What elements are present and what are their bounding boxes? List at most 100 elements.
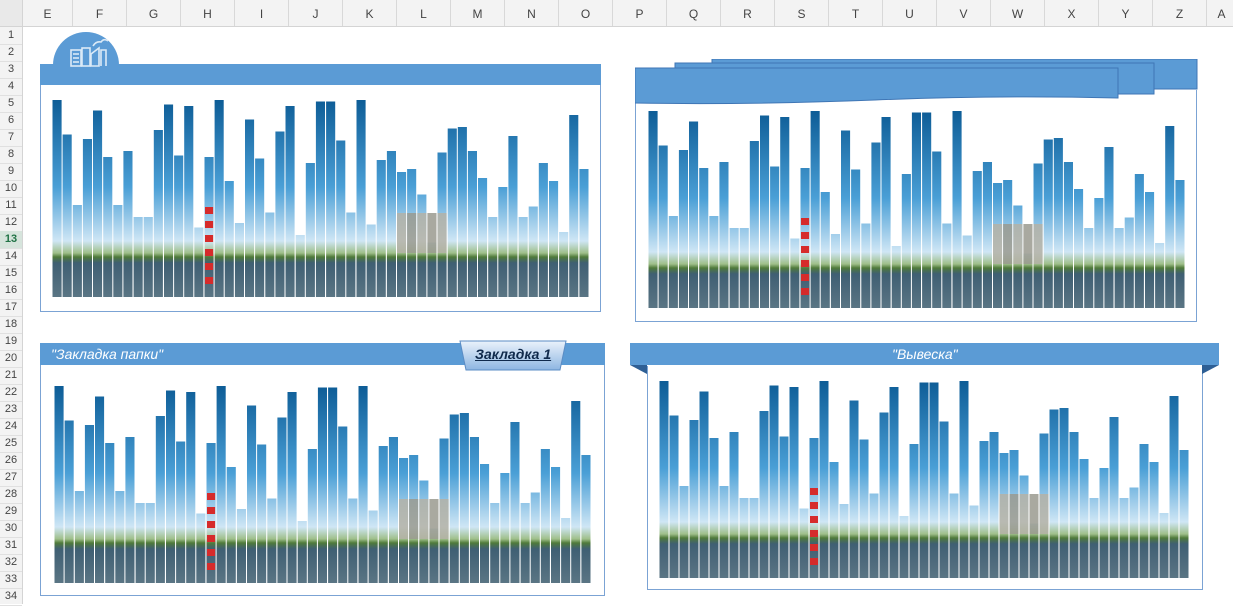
row-header-9[interactable]: 9 <box>0 163 22 181</box>
column-header-v[interactable]: V <box>937 0 991 26</box>
row-header-17[interactable]: 17 <box>0 299 22 317</box>
row-header-18[interactable]: 18 <box>0 316 22 334</box>
column-header-s[interactable]: S <box>775 0 829 26</box>
column-header-a[interactable]: A <box>1207 0 1233 26</box>
column-header-p[interactable]: P <box>613 0 667 26</box>
cooling-tower-segment <box>397 213 407 253</box>
panel-header-bar <box>40 64 601 85</box>
chart-bar <box>538 163 548 297</box>
column-header-n[interactable]: N <box>505 0 559 26</box>
column-header-i[interactable]: I <box>235 0 289 26</box>
chart-bar <box>1099 468 1109 578</box>
chart-bar <box>769 385 779 578</box>
chart-bar <box>52 100 62 297</box>
row-header-34[interactable]: 34 <box>0 588 22 606</box>
chart-bar <box>1074 189 1084 308</box>
chart-bar <box>186 392 196 583</box>
row-header-8[interactable]: 8 <box>0 146 22 164</box>
column-header-g[interactable]: G <box>127 0 181 26</box>
chimney-stripe <box>207 563 216 570</box>
chimney-stripe <box>810 516 818 523</box>
row-header-27[interactable]: 27 <box>0 469 22 487</box>
row-header-21[interactable]: 21 <box>0 367 22 385</box>
column-header-y[interactable]: Y <box>1099 0 1153 26</box>
column-header-w[interactable]: W <box>991 0 1045 26</box>
chart-bar <box>929 382 939 578</box>
column-header-r[interactable]: R <box>721 0 775 26</box>
chart-bar <box>376 160 386 297</box>
row-header-15[interactable]: 15 <box>0 265 22 283</box>
row-header-12[interactable]: 12 <box>0 214 22 232</box>
row-header-25[interactable]: 25 <box>0 435 22 453</box>
chimney-stripe <box>810 488 818 495</box>
column-header-l[interactable]: L <box>397 0 451 26</box>
chart-bar <box>972 171 982 308</box>
column-header-z[interactable]: Z <box>1153 0 1207 26</box>
row-header-5[interactable]: 5 <box>0 95 22 113</box>
chart-bar <box>1069 432 1079 578</box>
column-header-t[interactable]: T <box>829 0 883 26</box>
chart-bar <box>949 493 959 578</box>
chimney-stripe <box>801 246 810 253</box>
row-header-11[interactable]: 11 <box>0 197 22 215</box>
chart-bar <box>500 473 510 583</box>
row-header-1[interactable]: 1 <box>0 27 22 45</box>
row-header-13[interactable]: 13 <box>0 231 22 249</box>
chart-bar <box>901 174 911 308</box>
row-header-16[interactable]: 16 <box>0 282 22 300</box>
bar-chart[interactable] <box>52 97 589 297</box>
chart-bar <box>952 111 962 308</box>
bar-chart[interactable] <box>648 108 1185 308</box>
row-header-2[interactable]: 2 <box>0 44 22 62</box>
row-header-22[interactable]: 22 <box>0 384 22 402</box>
column-header-u[interactable]: U <box>883 0 937 26</box>
row-header-4[interactable]: 4 <box>0 78 22 96</box>
worksheet-area[interactable]: "Закладка папки" Закладка 1 "Вывеска" <box>23 27 1233 604</box>
select-all-corner[interactable] <box>0 0 23 26</box>
chart-bar <box>729 228 739 308</box>
row-header-31[interactable]: 31 <box>0 537 22 555</box>
chart-bar <box>155 416 165 583</box>
cooling-tower-segment <box>1019 494 1029 534</box>
column-header-h[interactable]: H <box>181 0 235 26</box>
row-header-6[interactable]: 6 <box>0 112 22 130</box>
chimney-stripe <box>801 288 810 295</box>
chart-bar <box>1145 192 1155 308</box>
row-header-23[interactable]: 23 <box>0 401 22 419</box>
bar-chart[interactable] <box>659 378 1189 578</box>
column-header-f[interactable]: F <box>73 0 127 26</box>
row-header-24[interactable]: 24 <box>0 418 22 436</box>
chart-bar <box>315 101 325 297</box>
row-header-29[interactable]: 29 <box>0 503 22 521</box>
column-header-o[interactable]: O <box>559 0 613 26</box>
chimney-stripe <box>205 221 214 228</box>
row-header-33[interactable]: 33 <box>0 571 22 589</box>
chart-bar <box>287 392 297 583</box>
bar-chart[interactable] <box>54 383 591 583</box>
chimney-stripe <box>810 558 818 565</box>
row-header-20[interactable]: 20 <box>0 350 22 368</box>
row-header-28[interactable]: 28 <box>0 486 22 504</box>
column-header-x[interactable]: X <box>1045 0 1099 26</box>
row-header-10[interactable]: 10 <box>0 180 22 198</box>
chart-bar <box>770 166 780 308</box>
chart-bar <box>518 217 528 297</box>
row-header-30[interactable]: 30 <box>0 520 22 538</box>
row-header-7[interactable]: 7 <box>0 129 22 147</box>
column-header-q[interactable]: Q <box>667 0 721 26</box>
row-header-26[interactable]: 26 <box>0 452 22 470</box>
row-header-14[interactable]: 14 <box>0 248 22 266</box>
chimney-stripe <box>810 544 818 551</box>
column-header-e[interactable]: E <box>23 0 73 26</box>
chart-bar <box>478 178 488 297</box>
column-header-k[interactable]: K <box>343 0 397 26</box>
column-header-j[interactable]: J <box>289 0 343 26</box>
row-header-19[interactable]: 19 <box>0 333 22 351</box>
chart-bar <box>174 155 184 297</box>
column-header-m[interactable]: M <box>451 0 505 26</box>
row-header-32[interactable]: 32 <box>0 554 22 572</box>
folder-tab-label[interactable]: Закладка 1 <box>475 346 552 362</box>
row-header-3[interactable]: 3 <box>0 61 22 79</box>
chart-bar <box>1053 138 1063 308</box>
